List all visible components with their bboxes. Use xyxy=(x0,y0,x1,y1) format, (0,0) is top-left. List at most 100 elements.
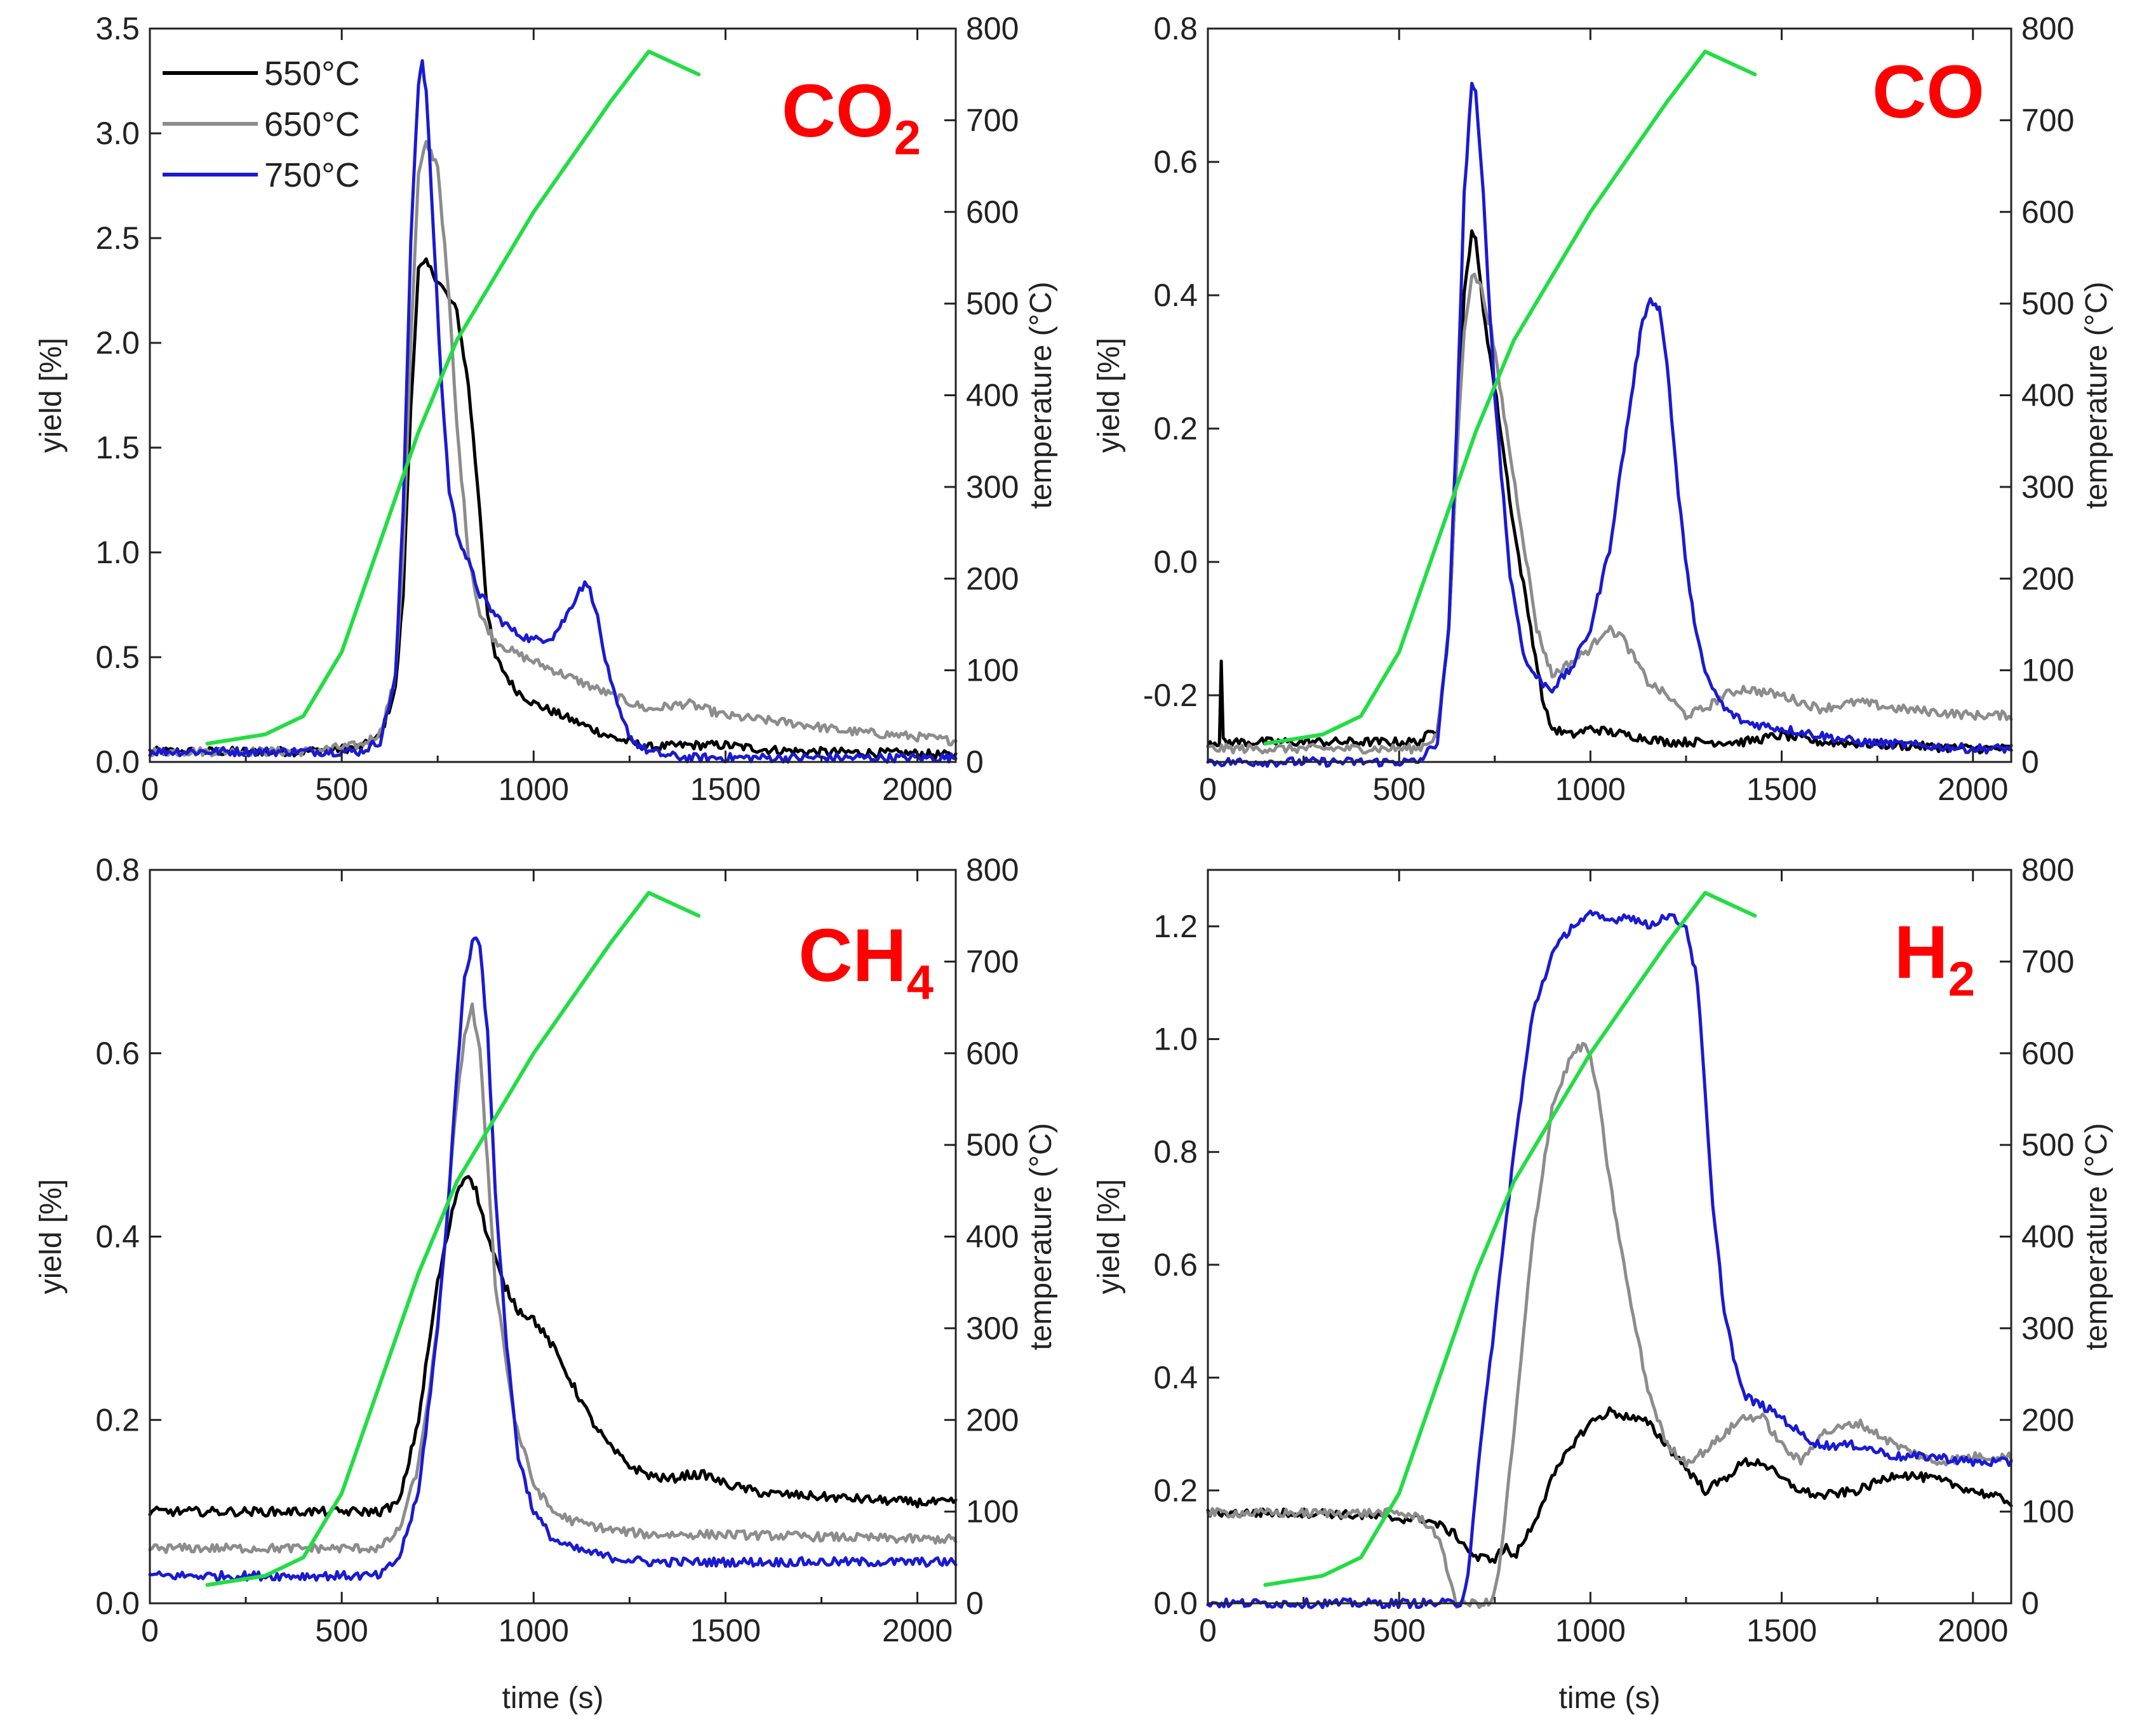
y2-axis-label: temperature (°C) xyxy=(1024,1123,1058,1351)
y-tick-label: 0.6 xyxy=(95,1036,140,1071)
y-axis-label: yield [%] xyxy=(34,1179,68,1294)
legend-entry: 650°C xyxy=(264,105,360,144)
x-tick-label: 0 xyxy=(1199,771,1217,807)
y2-axis-label: temperature (°C) xyxy=(2080,1123,2113,1351)
y-tick-label: 0.8 xyxy=(1153,1134,1198,1170)
y2-tick-label: 700 xyxy=(2021,102,2074,138)
y2-tick-label: 700 xyxy=(2021,944,2074,979)
x-tick-label: 500 xyxy=(1372,1613,1425,1648)
x-tick-label: 2000 xyxy=(882,771,953,807)
y2-axis-label: temperature (°C) xyxy=(1024,282,1058,509)
x-tick-label: 1000 xyxy=(499,771,569,807)
x-axis-label: time (s) xyxy=(502,1681,604,1715)
y-tick-label: 3.0 xyxy=(95,116,140,151)
x-tick-label: 1000 xyxy=(1555,1613,1626,1648)
series-line-550-c xyxy=(1206,229,2013,755)
y-tick-label: 3.5 xyxy=(95,11,140,46)
x-tick-label: 500 xyxy=(315,771,368,807)
x-tick-label: 2000 xyxy=(1938,771,2008,807)
y2-tick-label: 500 xyxy=(2021,1127,2074,1163)
y2-tick-label: 500 xyxy=(966,286,1019,321)
y2-tick-label: 500 xyxy=(2021,286,2074,321)
y-tick-label: 0.8 xyxy=(1153,11,1198,46)
series-line-550-c xyxy=(148,257,958,760)
y2-tick-label: 300 xyxy=(2021,1311,2074,1346)
y-axis-label: yield [%] xyxy=(1092,338,1126,453)
x-tick-label: 0 xyxy=(1199,1613,1217,1648)
x-tick-label: 2000 xyxy=(1938,1613,2008,1648)
chart-panel-3: 0 500 1000 1500 2000 0.0 0.2 0.4 0.6 0.8 1.0 1.2 0 10… xyxy=(1092,852,2113,1715)
series-line-temperature xyxy=(1263,50,1757,746)
x-tick-label: 1500 xyxy=(1746,1613,1817,1648)
x-tick-label: 0 xyxy=(141,1613,159,1648)
y2-tick-label: 200 xyxy=(966,1402,1019,1438)
series-line-temperature xyxy=(205,891,701,1587)
y-tick-label: 0.2 xyxy=(1153,1472,1198,1508)
y2-tick-label: 200 xyxy=(2021,1402,2074,1438)
plot-frame xyxy=(1207,869,2012,1605)
y2-tick-label: 100 xyxy=(966,1494,1019,1530)
x-tick-label: 0 xyxy=(141,771,159,807)
y2-tick-label: 100 xyxy=(2021,653,2074,688)
y-tick-label: 0.6 xyxy=(1153,1247,1198,1283)
y-tick-label: 0.4 xyxy=(1153,277,1198,313)
y-tick-label: 0.6 xyxy=(1153,144,1198,180)
gas-label: H2 xyxy=(1894,911,1976,1006)
y-tick-label: 0.0 xyxy=(95,1585,140,1621)
y2-tick-label: 0 xyxy=(966,1585,984,1621)
y-tick-label: 0.0 xyxy=(1153,1585,1198,1621)
y2-tick-label: 700 xyxy=(966,102,1019,138)
y-tick-label: 1.5 xyxy=(95,430,140,465)
gas-label: CH4 xyxy=(798,914,934,1010)
y2-tick-label: 400 xyxy=(2021,1219,2074,1255)
y2-tick-label: 0 xyxy=(966,744,984,780)
y2-tick-label: 400 xyxy=(966,378,1019,413)
y2-tick-label: 100 xyxy=(966,653,1019,688)
y-tick-label: 2.0 xyxy=(95,325,140,361)
x-tick-label: 1000 xyxy=(1555,771,1626,807)
x-tick-label: 500 xyxy=(1372,771,1425,807)
gas-label: CO2 xyxy=(782,69,921,165)
y2-tick-label: 400 xyxy=(2021,378,2074,413)
y-tick-label: 0.5 xyxy=(95,639,140,675)
y-axis-label: yield [%] xyxy=(1092,1179,1126,1294)
series-line-550-c xyxy=(148,1175,958,1518)
y2-tick-label: 0 xyxy=(2021,744,2039,780)
y2-tick-label: 300 xyxy=(966,1311,1019,1346)
series-line-750-c xyxy=(1206,909,2013,1610)
series-line-temperature xyxy=(205,50,701,746)
series-line-650-c xyxy=(148,1002,958,1554)
series-line-650-c xyxy=(148,140,958,758)
y-tick-label: 0.0 xyxy=(1153,544,1198,580)
y2-tick-label: 400 xyxy=(966,1219,1019,1255)
y-tick-label: 1.2 xyxy=(1153,909,1198,944)
y2-tick-label: 500 xyxy=(966,1127,1019,1163)
y-tick-label: 0.2 xyxy=(1153,411,1198,446)
x-tick-label: 1500 xyxy=(1746,771,1817,807)
x-tick-label: 500 xyxy=(315,1613,368,1648)
y-tick-label: 0.4 xyxy=(95,1219,140,1255)
series-line-temperature xyxy=(1263,891,1757,1587)
series-line-650-c xyxy=(1206,272,2013,755)
x-tick-label: 1000 xyxy=(499,1613,569,1648)
series-line-750-c xyxy=(148,59,958,764)
y2-tick-label: 300 xyxy=(966,469,1019,505)
y-tick-label: 0.8 xyxy=(95,852,140,888)
y-tick-label: 0.2 xyxy=(95,1402,140,1438)
y-tick-label: 0.4 xyxy=(1153,1360,1198,1396)
legend-entry: 750°C xyxy=(264,156,360,194)
y2-tick-label: 700 xyxy=(966,944,1019,979)
y2-tick-label: 200 xyxy=(2021,561,2074,596)
y2-tick-label: 600 xyxy=(2021,194,2074,230)
y2-tick-label: 0 xyxy=(2021,1585,2039,1621)
x-axis-label: time (s) xyxy=(1559,1681,1661,1715)
chart-panel-0: 0 500 1000 1500 20000.00.51.01.52.02.53.03.5… xyxy=(34,11,1058,807)
y2-tick-label: 800 xyxy=(2021,11,2074,46)
y-axis-label: yield [%] xyxy=(34,338,68,453)
y2-axis-label: temperature (°C) xyxy=(2080,282,2113,509)
chart-panel-2: 0 500 1000 1500 2000 0.0 0.2 0.4 0.6 0.8 0 100 200 30… xyxy=(34,852,1058,1715)
y-tick-label: -0.2 xyxy=(1143,678,1198,713)
y-tick-label: 1.0 xyxy=(95,535,140,570)
y2-tick-label: 200 xyxy=(966,561,1019,596)
